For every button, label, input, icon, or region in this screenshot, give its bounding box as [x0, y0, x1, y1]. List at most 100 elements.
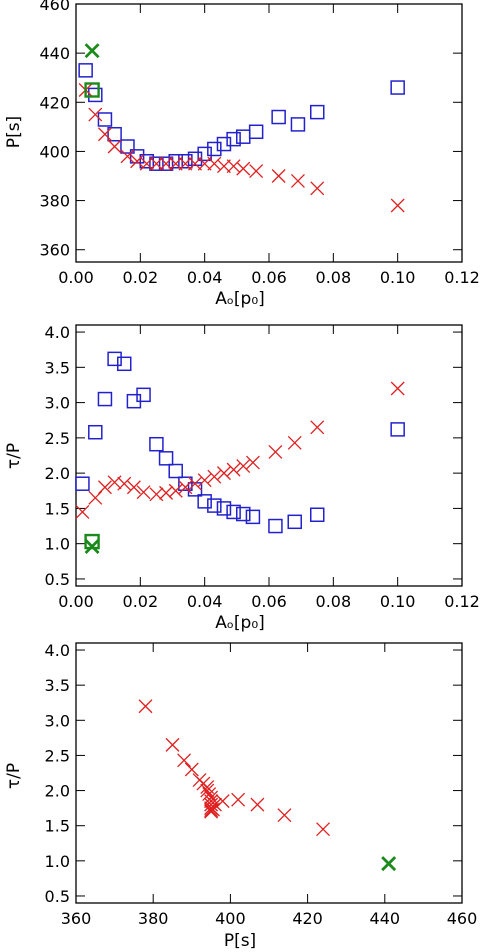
cross-marker [217, 466, 231, 481]
square-marker [226, 131, 241, 147]
cross-marker [136, 485, 151, 500]
cross-stroke [197, 156, 212, 171]
cross-marker [126, 480, 141, 495]
x-tick-label: 0.12 [444, 592, 480, 611]
square-marker [197, 494, 212, 509]
cross-marker [184, 762, 199, 777]
cross-marker [204, 797, 219, 812]
cross-marker [97, 480, 112, 495]
cross-marker [287, 435, 302, 450]
square-marker [245, 509, 261, 525]
y-tick-label: 2.5 [45, 746, 70, 765]
cross-marker [226, 462, 241, 477]
cross-stroke [84, 539, 100, 554]
cross-marker [88, 107, 103, 122]
cross-stroke [107, 139, 122, 154]
panel-0-ylabel: P[s] [4, 116, 24, 148]
cross-marker [208, 797, 222, 812]
square-marker [178, 476, 193, 491]
x-tick-label: 0.04 [187, 592, 223, 611]
cross-stroke [120, 149, 135, 164]
cross-marker [215, 794, 230, 809]
cross-stroke [381, 856, 397, 872]
cross-stroke [207, 469, 222, 484]
y-tick-label: 460 [39, 0, 70, 14]
cross-stroke [88, 490, 103, 505]
cross-marker [97, 127, 112, 142]
panel-damping-vs-period: P[s] τ/P 360 380 400 420 440 460 0.5 1.0 1.5 2.0 2… [4, 641, 477, 951]
cross-stroke [136, 485, 151, 500]
cross-marker [277, 808, 292, 823]
square-marker [207, 498, 222, 513]
x-tick-label: 440 [370, 909, 401, 928]
cross-stroke [204, 790, 219, 805]
cross-stroke [159, 485, 174, 500]
square-marker [97, 112, 113, 127]
cross-stroke [75, 504, 90, 519]
cross-marker [188, 156, 202, 171]
x-tick-label: 420 [292, 909, 323, 928]
cross-marker [245, 455, 260, 470]
cross-stroke [149, 487, 164, 502]
panel-2-ylabel: τ/P [4, 763, 24, 789]
cross-stroke [271, 169, 286, 183]
cross-stroke [215, 794, 230, 809]
x-tick-label: 0.10 [380, 268, 416, 287]
cross-stroke [197, 473, 212, 488]
y-tick-label: 1.5 [45, 817, 70, 836]
x-tick-label: 0.08 [316, 268, 352, 287]
cross-stroke [200, 783, 215, 798]
y-tick-label: 2.0 [45, 464, 70, 483]
panel-period-vs-amplitude: Aₒ[p₀] P[s] 0.00 0.02 0.04 0.06 0.08 0.10 0.12… [4, 0, 480, 309]
panel-0-frame [75, 3, 463, 263]
cross-stroke [117, 476, 132, 491]
cross-marker [139, 156, 154, 171]
cross-marker [271, 169, 286, 183]
y-tick-label: 440 [39, 44, 70, 63]
cross-marker [236, 459, 251, 474]
cross-stroke [138, 699, 153, 714]
cross-marker [107, 139, 122, 154]
cross-stroke [188, 476, 202, 491]
square-marker [226, 504, 241, 520]
cross-stroke [226, 159, 241, 174]
y-tick-label: 1.0 [45, 852, 70, 871]
x-tick-label: 0.06 [251, 592, 287, 611]
cross-marker [178, 156, 193, 171]
y-tick-label: 420 [39, 93, 70, 112]
cross-marker [206, 802, 220, 817]
square-marker [290, 117, 306, 132]
square-marker [84, 82, 100, 98]
cross-stroke [97, 480, 112, 495]
cross-stroke [236, 459, 251, 474]
cross-stroke [217, 159, 231, 174]
cross-marker [138, 699, 153, 714]
cross-marker [197, 156, 212, 171]
cross-stroke [97, 127, 112, 142]
panel-1-xlabel: Aₒ[p₀] [215, 613, 265, 633]
cross-marker [177, 753, 192, 768]
square-marker [310, 104, 325, 120]
y-tick-label: 2.0 [45, 782, 70, 801]
square-marker [78, 63, 93, 78]
cross-stroke [184, 762, 199, 777]
x-tick-label: 360 [61, 909, 92, 928]
y-tick-label: 3.5 [45, 676, 70, 695]
square-marker [168, 463, 183, 479]
cross-stroke [231, 792, 246, 807]
square-marker [88, 87, 103, 103]
cross-marker [310, 420, 325, 435]
cross-marker [117, 476, 132, 491]
panel-2-frame [75, 642, 463, 904]
cross-stroke [159, 156, 174, 171]
cross-marker [226, 159, 241, 174]
x-tick-label: 0.06 [251, 268, 287, 287]
cross-marker [75, 504, 90, 519]
panel-0-xlabel: Aₒ[p₀] [215, 289, 265, 309]
y-tick-label: 4.0 [45, 323, 70, 342]
square-marker [75, 476, 90, 491]
cross-marker [178, 480, 193, 495]
cross-stroke [217, 466, 231, 481]
cross-stroke [178, 156, 193, 171]
